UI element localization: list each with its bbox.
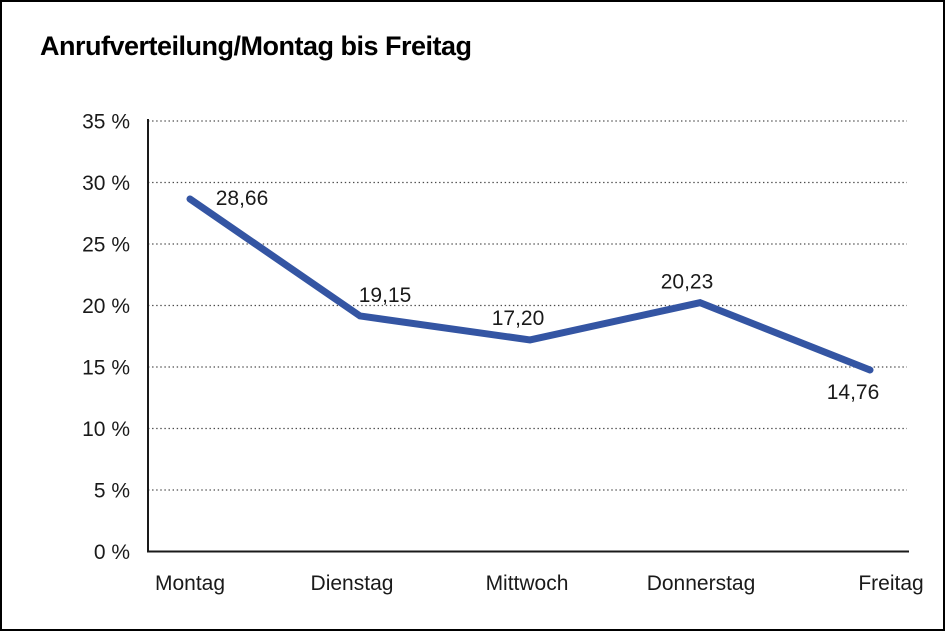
x-tick-label: Montag (155, 572, 225, 595)
y-tick-label: 30 % (82, 172, 130, 195)
y-tick-label: 5 % (94, 480, 130, 503)
y-tick-label: 10 % (82, 418, 130, 441)
x-tick-label: Dienstag (311, 572, 394, 595)
y-tick-label: 35 % (82, 111, 130, 134)
y-tick-label: 25 % (82, 234, 130, 257)
data-point-label: 17,20 (492, 307, 545, 330)
x-tick-label: Donnerstag (647, 572, 756, 595)
data-point-label: 20,23 (661, 271, 714, 294)
data-point-label: 19,15 (359, 284, 412, 307)
y-tick-label: 20 % (82, 295, 130, 318)
data-point-label: 28,66 (216, 187, 269, 210)
chart-title: Anrufverteilung/Montag bis Freitag (40, 31, 472, 61)
x-tick-label: Freitag (858, 572, 923, 595)
y-tick-label: 15 % (82, 357, 130, 380)
data-point-label: 14,76 (827, 381, 880, 404)
x-tick-label: Mittwoch (486, 572, 569, 595)
y-tick-label: 0 % (94, 541, 130, 564)
data-series-line (186, 195, 874, 374)
